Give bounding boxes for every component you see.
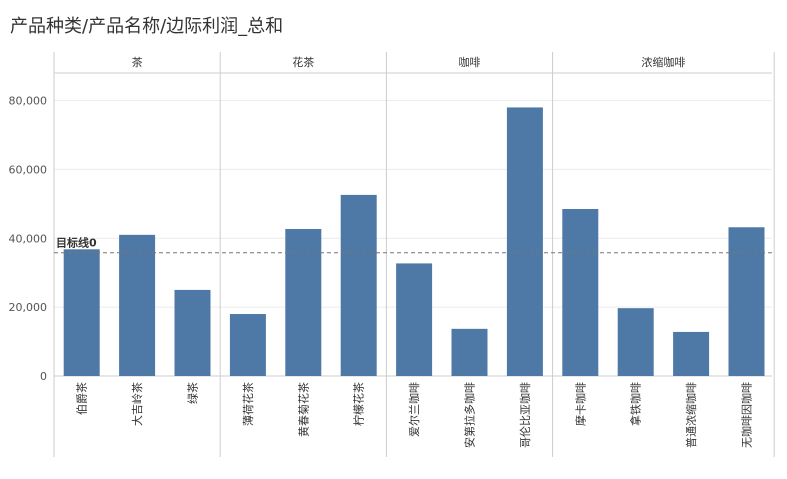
bar [728, 227, 765, 376]
x-category-label: 柠檬花茶 [352, 382, 366, 426]
bar [340, 194, 377, 376]
reference-line-label: 目标线0 [56, 236, 97, 250]
bar [396, 263, 433, 376]
y-tick-label: 80,000 [9, 95, 48, 108]
x-category-label: 黄春菊花茶 [296, 382, 310, 437]
x-category-label: 摩卡咖啡 [573, 382, 587, 426]
x-category-label: 安第拉多咖啡 [463, 382, 477, 448]
bar [174, 289, 211, 376]
y-tick-label: 40,000 [9, 232, 48, 245]
bar [673, 331, 710, 376]
x-category-label: 爱尔兰咖啡 [407, 382, 421, 437]
x-category-label: 伯爵茶 [75, 382, 89, 415]
bar [119, 234, 156, 376]
x-category-label: 薄荷花茶 [241, 382, 255, 426]
x-category-label: 普通浓缩咖啡 [684, 382, 698, 448]
x-category-label: 大吉岭茶 [130, 382, 144, 426]
bar [617, 308, 654, 376]
x-category-label: 哥伦比亚咖啡 [518, 382, 532, 448]
x-category-label: 拿铁咖啡 [629, 382, 643, 426]
bar [229, 314, 266, 376]
y-tick-label: 0 [40, 370, 47, 383]
pane-header-label: 浓缩咖啡 [641, 55, 685, 69]
bar [451, 328, 488, 376]
bar [562, 209, 599, 376]
bar [285, 228, 322, 376]
x-category-label: 无咖啡因咖啡 [740, 382, 754, 448]
y-tick-label: 60,000 [9, 163, 48, 176]
pane-header-label: 花茶 [292, 56, 314, 69]
y-tick-label: 20,000 [9, 301, 48, 314]
chart-title: 产品种类/产品名称/边际利润_总和 [10, 16, 284, 37]
x-category-label: 绿茶 [186, 382, 200, 404]
bar [506, 107, 543, 376]
pane-header-label: 咖啡 [459, 55, 481, 69]
pane-header-label: 茶 [132, 56, 143, 69]
bar [63, 249, 100, 376]
